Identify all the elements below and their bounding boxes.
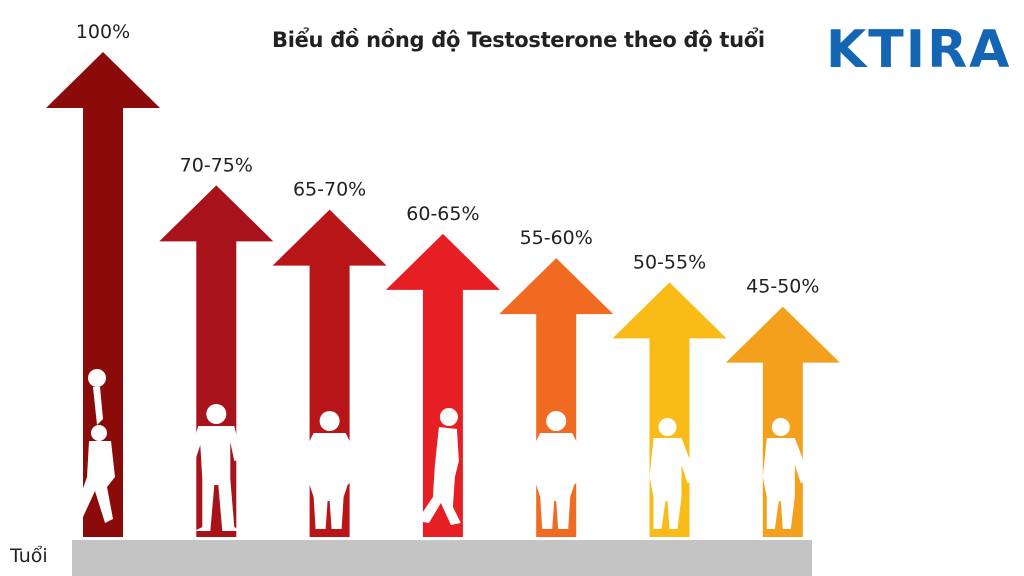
data-label: 65-70% (293, 179, 366, 201)
arrow-shape (46, 52, 160, 537)
data-label: 100% (76, 21, 130, 43)
x-axis-label: Tuổi (10, 545, 48, 567)
data-label: 50-55% (633, 251, 706, 273)
arrow-shape (612, 282, 727, 537)
data-label: 70-75% (180, 154, 253, 176)
arrow-shape (272, 209, 387, 537)
brand-logo: KTIRA (826, 20, 1012, 80)
arrow-bar-25: 100% (46, 21, 160, 537)
arrow-shape (499, 258, 614, 537)
arrow-shape (159, 185, 274, 537)
heavy-man-icon (301, 411, 356, 529)
elderly-cane-man-icon (762, 418, 813, 529)
arrow-bar-55: 50-55% (612, 251, 727, 537)
chart-title: Biểu đồ nồng độ Testosterone theo độ tuổ… (272, 28, 765, 52)
age-axis-bar (72, 540, 812, 576)
standing-man-icon (188, 404, 243, 531)
data-label: 60-65% (406, 203, 479, 225)
data-label: 55-60% (520, 227, 593, 249)
arrow-bar-40: 65-70% (272, 179, 387, 537)
arrow-bar-35: 70-75% (159, 154, 274, 537)
basketball-player-icon (75, 369, 115, 523)
arrow-shape (385, 233, 500, 537)
arrow-bar-60: 45-50% (725, 276, 840, 537)
walking-man-icon (416, 408, 461, 525)
arrow-bar-45: 60-65% (385, 203, 500, 537)
arrow-bar-50: 55-60% (499, 227, 614, 537)
data-label: 45-50% (746, 276, 819, 298)
elderly-cane-man-icon (649, 418, 700, 529)
heavy-man-icon (528, 411, 583, 529)
